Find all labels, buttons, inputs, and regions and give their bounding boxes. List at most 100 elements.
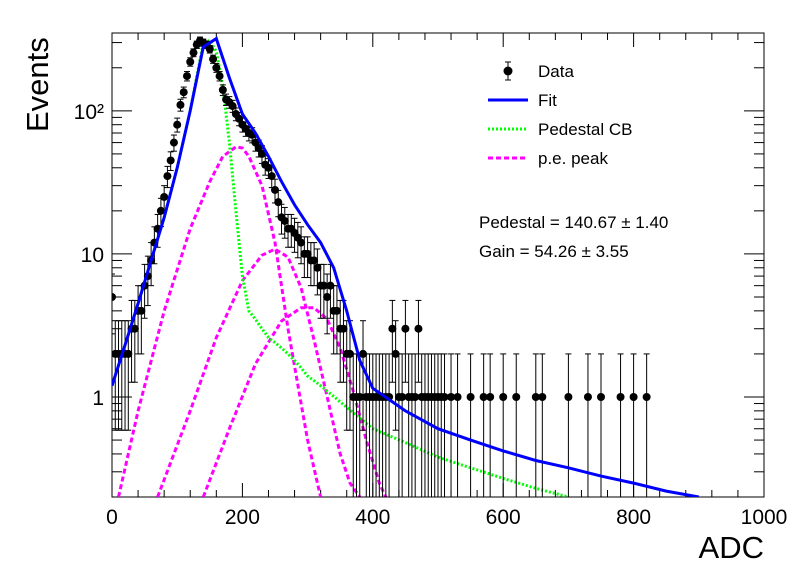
pe-peak-curve-1 xyxy=(117,145,323,497)
data-marker xyxy=(189,48,198,57)
data-marker xyxy=(160,192,169,201)
data-marker xyxy=(124,349,133,358)
data-point xyxy=(359,320,368,431)
y-axis-title: Events xyxy=(20,37,55,132)
data-marker xyxy=(531,392,540,401)
data-point xyxy=(169,134,178,152)
data-marker xyxy=(209,55,218,64)
data-marker xyxy=(176,100,185,109)
data-marker xyxy=(479,392,488,401)
data-marker xyxy=(440,392,449,401)
x-tick-label: 400 xyxy=(355,506,390,529)
fit-results: Pedestal = 140.67 ± 1.40 Gain = 54.26 ± 3… xyxy=(479,213,668,261)
data-marker xyxy=(205,45,214,54)
data-point xyxy=(163,165,172,189)
data-marker xyxy=(182,72,191,81)
data-marker xyxy=(218,85,227,94)
data-point xyxy=(345,320,354,431)
data-point xyxy=(512,353,521,497)
data-point xyxy=(466,353,475,497)
data-point xyxy=(479,353,488,497)
legend-entry-fit: Fit xyxy=(488,91,557,110)
data-point xyxy=(310,242,319,287)
data-marker xyxy=(326,281,335,290)
data-marker xyxy=(163,172,172,181)
data-marker xyxy=(642,392,651,401)
data-point xyxy=(564,353,573,497)
data-point xyxy=(166,151,175,171)
data-point xyxy=(642,353,651,497)
data-marker xyxy=(130,324,139,333)
x-tick-label: 200 xyxy=(225,506,260,529)
data-point xyxy=(538,353,547,497)
data-marker xyxy=(280,216,289,225)
data-point xyxy=(531,353,540,497)
data-marker xyxy=(212,63,221,72)
data-marker xyxy=(512,392,521,401)
data-point xyxy=(176,98,185,112)
legend-entry-data: Data xyxy=(503,61,574,81)
data-point xyxy=(391,320,400,431)
data-point xyxy=(303,236,312,279)
data-point xyxy=(215,71,224,82)
data-marker xyxy=(186,57,195,66)
data-point xyxy=(597,353,605,497)
data-point xyxy=(499,353,508,497)
data-marker xyxy=(414,324,423,333)
axes: 0 200 400 600 800 1000 1 10 10² xyxy=(74,33,788,529)
data-marker xyxy=(173,120,182,129)
data-marker xyxy=(583,392,592,401)
pe-peak-curve-3 xyxy=(201,306,388,497)
data-point xyxy=(205,44,214,54)
data-marker xyxy=(359,349,368,358)
data-point xyxy=(398,353,407,497)
data-marker xyxy=(564,392,573,401)
data-marker xyxy=(629,392,638,401)
pe-peak-curve-2 xyxy=(156,247,362,497)
fit-result-text: Pedestal = 140.67 ± 1.40 xyxy=(479,213,668,232)
data-point xyxy=(388,299,397,383)
data-marker xyxy=(215,72,224,81)
data-marker xyxy=(538,392,547,401)
data-marker xyxy=(112,292,116,301)
data-marker xyxy=(319,281,328,290)
x-axis-title: ADC xyxy=(699,530,764,565)
data-point xyxy=(447,353,456,497)
data-marker xyxy=(388,324,397,333)
data-marker xyxy=(313,263,322,272)
x-tick-label: 800 xyxy=(616,506,651,529)
legend-label: Pedestal CB xyxy=(538,120,633,139)
data-point xyxy=(218,84,227,96)
data-marker xyxy=(355,392,364,401)
data-marker xyxy=(137,306,146,315)
data-marker xyxy=(169,138,178,147)
x-tick-label: 600 xyxy=(486,506,521,529)
data-point xyxy=(583,353,592,497)
data-marker xyxy=(303,249,312,258)
data-point xyxy=(616,353,625,497)
data-marker xyxy=(411,392,420,401)
data-point xyxy=(112,273,116,335)
data-marker xyxy=(486,392,495,401)
data-marker xyxy=(466,392,475,401)
data-marker xyxy=(264,163,273,172)
data-point xyxy=(339,299,348,383)
data-point xyxy=(179,86,188,99)
legend-marker xyxy=(503,66,513,76)
legend-entry-pe: p.e. peak xyxy=(488,149,608,168)
data-point xyxy=(411,353,420,497)
x-tick-label: 0 xyxy=(106,506,118,529)
data-marker xyxy=(597,392,605,401)
x-tick-label: 1000 xyxy=(741,506,788,529)
data-marker xyxy=(401,324,410,333)
data-point xyxy=(629,353,638,497)
y-tick-label: 10 xyxy=(81,244,104,267)
data-marker xyxy=(271,185,279,194)
data-marker xyxy=(235,114,244,123)
data-marker xyxy=(398,392,407,401)
data-marker xyxy=(267,172,276,181)
data-layer xyxy=(112,36,700,497)
legend-label: Data xyxy=(538,62,574,81)
data-marker xyxy=(323,292,332,301)
